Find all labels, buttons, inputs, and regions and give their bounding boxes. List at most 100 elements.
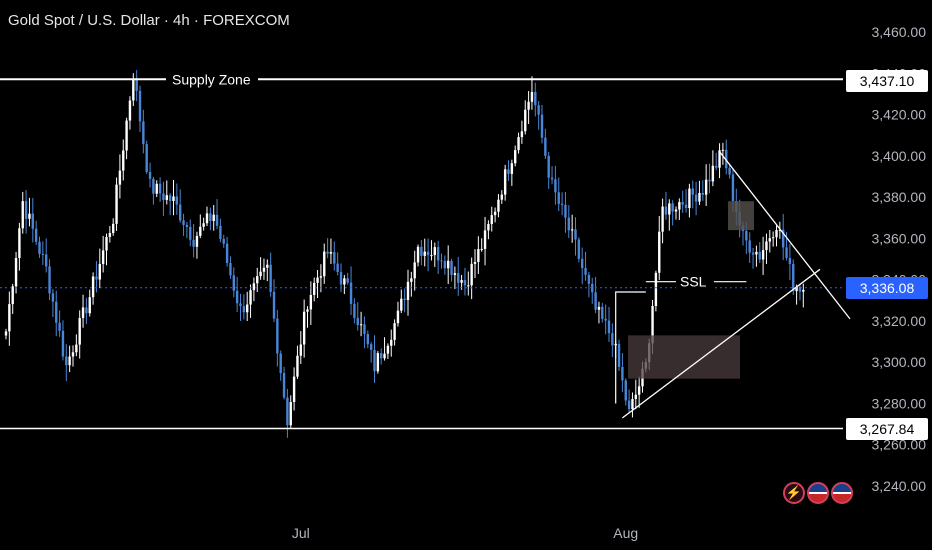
candle — [101, 235, 105, 273]
candle — [246, 291, 249, 322]
candle — [788, 243, 792, 281]
candle — [202, 217, 205, 231]
candle — [658, 216, 661, 281]
lightning-icon[interactable]: ⚡ — [783, 482, 805, 504]
candle — [544, 128, 547, 159]
ssl-step-line[interactable] — [615, 291, 646, 404]
candle — [550, 166, 554, 185]
candle — [654, 270, 658, 312]
candle — [507, 160, 510, 181]
candle — [359, 311, 363, 337]
candle — [8, 291, 11, 346]
candle — [393, 319, 396, 346]
candle — [215, 199, 219, 230]
candle — [71, 345, 75, 367]
candle — [510, 159, 514, 186]
candle — [423, 238, 426, 267]
x-tick-label: Jul — [292, 525, 310, 541]
candle — [617, 339, 621, 371]
candle — [158, 177, 162, 202]
us-flag-icon[interactable] — [831, 482, 853, 504]
candle — [537, 101, 540, 130]
candle — [661, 198, 664, 244]
candle — [115, 177, 118, 231]
descending-trendline[interactable] — [719, 151, 851, 320]
candle — [587, 271, 591, 298]
candle — [219, 218, 222, 243]
candle — [48, 259, 51, 301]
candle — [282, 366, 286, 400]
candle — [457, 256, 460, 296]
y-tick-label: 3,260.00 — [872, 437, 927, 453]
candle — [403, 288, 406, 313]
candle — [503, 164, 507, 201]
candle — [232, 267, 235, 298]
candle — [306, 306, 309, 328]
y-tick-label: 3,380.00 — [872, 189, 927, 205]
candle — [524, 100, 527, 135]
candle — [802, 283, 805, 308]
candle — [517, 132, 520, 154]
supply-box[interactable] — [728, 201, 754, 231]
candle — [309, 281, 313, 325]
candle — [356, 302, 359, 331]
candle — [433, 242, 436, 267]
candle — [413, 250, 416, 291]
candle — [24, 189, 28, 234]
candle — [313, 277, 316, 302]
candle — [467, 271, 470, 296]
us-flag-icon[interactable] — [807, 482, 829, 504]
candle — [185, 221, 189, 239]
candle — [591, 277, 594, 304]
candle — [597, 301, 601, 324]
candle — [694, 181, 698, 216]
candle — [447, 245, 450, 285]
ascending-trendline[interactable] — [622, 268, 821, 419]
ssl-label: SSL — [680, 274, 707, 290]
candle — [55, 290, 58, 337]
candle — [691, 180, 694, 209]
candle — [497, 194, 500, 218]
candle — [21, 191, 24, 234]
candle — [664, 191, 668, 220]
candle — [259, 257, 262, 280]
candle — [493, 207, 497, 223]
event-icons[interactable]: ⚡ — [783, 482, 853, 504]
candle — [14, 251, 18, 294]
candle — [58, 310, 61, 337]
candle — [168, 193, 172, 216]
candle — [450, 258, 453, 282]
candle — [678, 198, 681, 220]
y-tick-label: 3,320.00 — [872, 313, 927, 329]
candle — [684, 189, 688, 213]
supply-zone-label: Supply Zone — [172, 71, 251, 87]
candle — [708, 163, 711, 194]
candle — [38, 236, 41, 258]
candle — [51, 288, 55, 318]
candle — [520, 120, 524, 144]
candle — [483, 216, 487, 266]
candle — [135, 70, 138, 102]
candle — [229, 256, 232, 279]
candle — [172, 179, 175, 216]
candle — [152, 176, 155, 205]
candle — [142, 109, 145, 154]
candle — [390, 329, 393, 357]
candle — [296, 345, 299, 379]
candle — [698, 180, 701, 206]
candle — [132, 73, 135, 107]
candle — [302, 299, 306, 358]
candle — [269, 252, 272, 297]
candle — [292, 367, 296, 411]
candle — [343, 274, 346, 295]
candle — [436, 240, 440, 275]
candle — [420, 240, 423, 266]
candle — [383, 337, 386, 361]
candle — [470, 257, 473, 300]
candle — [500, 190, 503, 204]
candle — [540, 104, 544, 144]
candle — [34, 220, 38, 246]
candle — [547, 152, 550, 189]
candle — [31, 197, 34, 243]
